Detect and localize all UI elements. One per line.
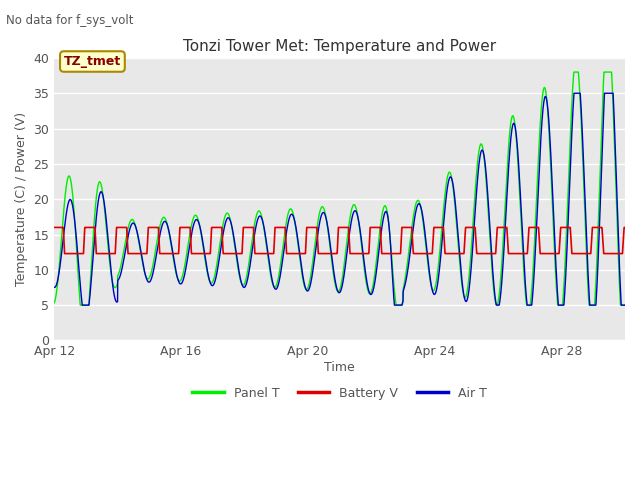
Text: TZ_tmet: TZ_tmet (64, 55, 121, 68)
Text: No data for f_sys_volt: No data for f_sys_volt (6, 14, 134, 27)
X-axis label: Time: Time (324, 361, 355, 374)
Legend: Panel T, Battery V, Air T: Panel T, Battery V, Air T (188, 382, 492, 405)
Title: Tonzi Tower Met: Temperature and Power: Tonzi Tower Met: Temperature and Power (183, 39, 496, 54)
Y-axis label: Temperature (C) / Power (V): Temperature (C) / Power (V) (15, 112, 28, 286)
